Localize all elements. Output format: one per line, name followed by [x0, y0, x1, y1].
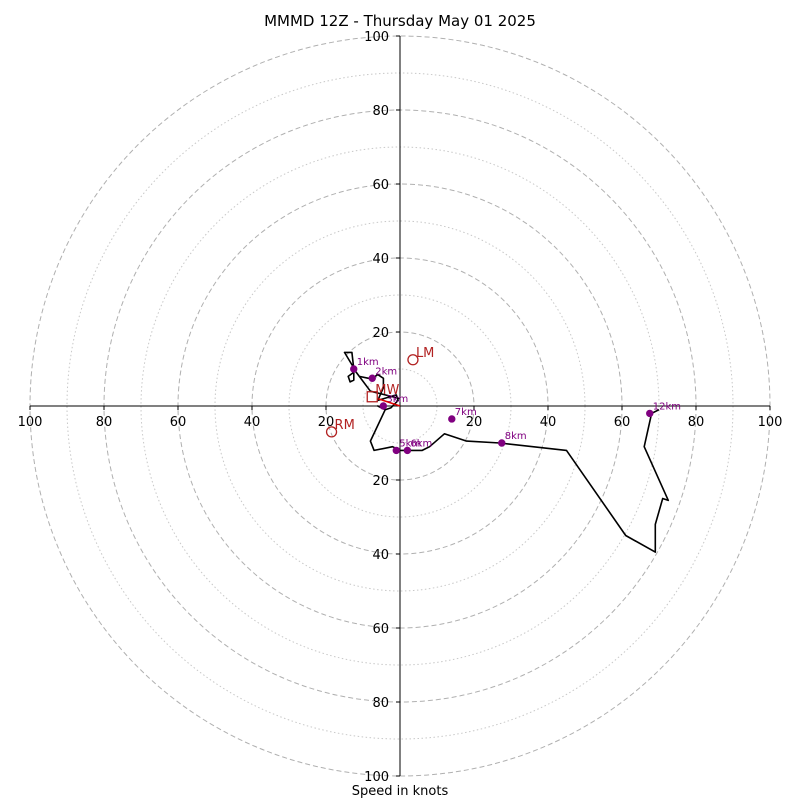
height-marker-8km	[498, 439, 506, 447]
height-label-6km: 6km	[410, 438, 432, 449]
height-marker-3km	[379, 402, 388, 410]
y-tick-label: 40	[372, 252, 389, 267]
y-tick-label: 80	[372, 696, 389, 711]
x-tick-label: 60	[614, 415, 631, 430]
y-tick-label: 20	[372, 474, 389, 489]
x-tick-label: 80	[688, 415, 705, 430]
storm-motion-RM	[325, 426, 338, 438]
y-tick-label: 20	[372, 326, 389, 341]
height-label-12km: 12km	[653, 401, 681, 412]
y-tick-label: 100	[364, 30, 389, 45]
y-tick-label: 80	[372, 104, 389, 119]
height-label-5km: 5km	[399, 438, 421, 449]
height-label-7km: 7km	[455, 407, 477, 418]
x-tick-label: 40	[540, 415, 557, 430]
x-tick-label: 80	[96, 415, 113, 430]
x-tick-label: 60	[170, 415, 187, 430]
storm-motion-label-LM: LM	[416, 346, 434, 361]
height-label-3km: 3km	[386, 394, 408, 405]
height-marker-7km	[448, 415, 456, 423]
y-tick-label: 60	[372, 622, 389, 637]
storm-motion-label-RM: RM	[335, 418, 355, 433]
height-marker-6km	[403, 446, 412, 455]
x-tick-label: 100	[18, 415, 43, 430]
height-label-2km: 2km	[375, 366, 397, 377]
chart-title: MMMD 12Z - Thursday May 01 2025	[264, 12, 536, 30]
x-axis-label: Speed in knots	[352, 784, 449, 799]
height-marker-12km	[646, 409, 654, 418]
y-tick-label: 100	[364, 770, 389, 785]
y-tick-label: 40	[372, 548, 389, 563]
storm-motion-markers: LM MW RM	[325, 346, 434, 438]
x-tick-label: 40	[244, 415, 261, 430]
storm-motion-LM	[407, 354, 419, 366]
storm-motion-MW	[366, 391, 378, 403]
y-tick-label: 60	[372, 178, 389, 193]
storm-motion-label-MW: MW	[375, 383, 399, 398]
shear-arrow	[378, 398, 401, 407]
x-tick-label: 20	[466, 415, 483, 430]
x-tick-label: 100	[758, 415, 783, 430]
height-marker-2km	[368, 374, 376, 382]
height-label-8km: 8km	[505, 431, 527, 442]
x-tick-label: 20	[318, 415, 335, 430]
height-marker-5km	[392, 446, 400, 455]
tick-labels: 100 80 60 40 20 20 40 60 80 100 100 80 60 40 20 20 40 60 8…	[18, 30, 783, 785]
height-marker-1km	[350, 365, 358, 373]
height-label-1km: 1km	[357, 357, 379, 368]
